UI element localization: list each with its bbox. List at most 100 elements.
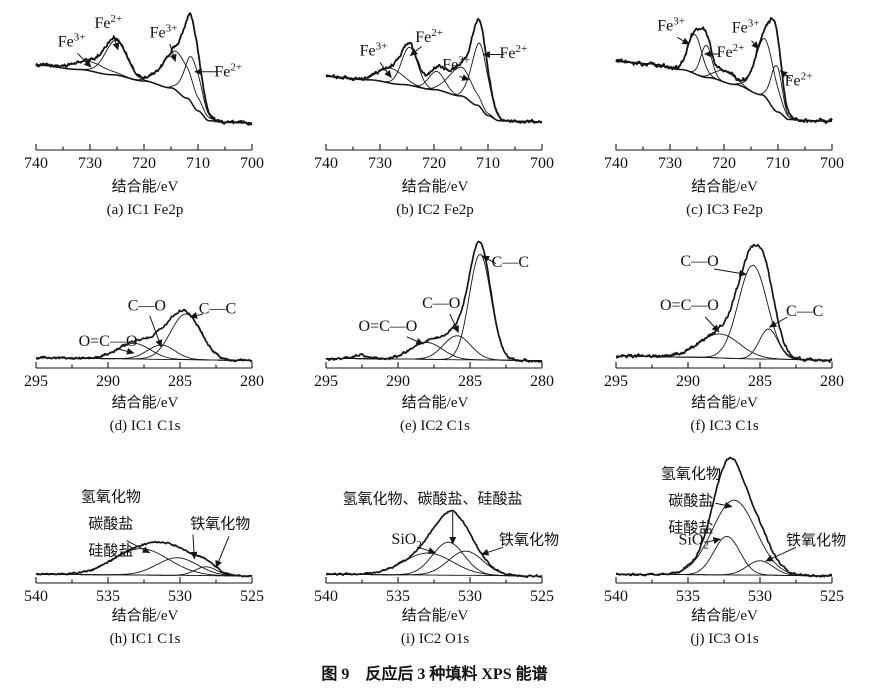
panel-d: 295 290 285 280 C—O O=C—O C—C 结合能/eV (d) IC1 C1s — [0, 235, 290, 437]
peak-annotation: O=C—O — [660, 297, 720, 333]
x-tick-label: 710 — [766, 155, 790, 172]
annotation-label: 氢氧化物碳酸盐硅酸盐 — [81, 489, 141, 560]
annotation-arrow — [459, 74, 470, 81]
spectrum-plot-c: 740 730 720 710 700 Fe3+ Fe2+ Fe3+ Fe2+ — [604, 15, 844, 172]
x-tick-label: 290 — [676, 373, 700, 390]
figure-caption: 图 9 反应后 3 种填料 XPS 能谱 — [321, 666, 548, 683]
x-tick-label: 535 — [676, 588, 700, 605]
panel-caption-f: (f) IC3 C1s — [690, 418, 759, 434]
annotation-label: C—O — [128, 297, 166, 314]
peak-annotation: C—O — [128, 297, 166, 348]
axis-label-c: 结合能/eV — [691, 179, 758, 195]
peak-annotation: Fe2+ — [779, 70, 813, 90]
annotation-label: Fe2+ — [500, 43, 528, 62]
x-tick-label: 700 — [240, 155, 264, 172]
peak-annotation: Fe2+ — [409, 27, 443, 57]
x-axis: 740 730 720 710 700 — [604, 144, 844, 172]
annotation-arrow — [409, 46, 422, 57]
annotation-arrow — [418, 546, 436, 555]
envelope-curve — [325, 240, 543, 363]
peak-annotation: 氢氧化物碳酸盐硅酸盐 — [661, 466, 733, 537]
annotation-label: C—O — [680, 253, 718, 270]
x-axis: 540 535 530 525 — [604, 577, 844, 605]
spectrum-plot-h: 540 535 530 525 氢氧化物碳酸盐硅酸盐 铁氧化物 — [24, 489, 264, 605]
envelope-curve — [325, 509, 543, 579]
spectrum-plot-a: 740 730 720 710 700 Fe3+ Fe2+ Fe3+ Fe2+ — [24, 12, 264, 172]
annotation-arrow — [751, 40, 759, 50]
peak-annotation: 铁氧化物 — [765, 532, 846, 562]
annotation-arrow — [715, 501, 733, 509]
annotation-label: Fe2+ — [95, 13, 123, 32]
x-tick-label: 535 — [386, 588, 410, 605]
x-tick-label: 295 — [604, 373, 628, 390]
annotation-label: 铁氧化物 — [499, 532, 559, 549]
annotation-label: C—C — [199, 300, 236, 317]
component-curve — [326, 66, 542, 123]
annotation-label: Fe3+ — [657, 15, 685, 34]
x-tick-label: 720 — [422, 155, 446, 172]
annotation-label: Fe3+ — [58, 32, 86, 51]
spectrum-plot-i: 540 535 530 525 氢氧化物、碳酸盐、硅酸盐 SiO2 铁氧化物 — [314, 490, 559, 605]
x-tick-label: 710 — [476, 155, 500, 172]
x-tick-label: 540 — [24, 588, 48, 605]
component-curve — [326, 552, 542, 577]
panel-caption-h: (h) IC1 C1s — [109, 631, 181, 647]
annotation-label: Fe2+ — [214, 61, 242, 80]
figure-grid: 740 730 720 710 700 Fe3+ Fe2+ Fe3+ Fe2+ 结合能/eV (a)… — [0, 2, 869, 650]
annotation-arrow — [704, 316, 720, 333]
annotation-label: SiO2 — [391, 531, 421, 551]
x-tick-label: 295 — [24, 373, 48, 390]
annotation-label: SiO2 — [679, 532, 709, 552]
annotation-arrow — [149, 315, 163, 348]
peak-annotation: Fe3+ — [360, 41, 392, 78]
x-axis: 295 290 285 280 — [24, 362, 264, 390]
annotation-arrow — [768, 316, 788, 328]
envelope-curve — [615, 243, 833, 363]
annotation-label: C—C — [786, 303, 823, 320]
axis-label-d: 结合能/eV — [111, 395, 179, 411]
annotation-label: O=C—O — [79, 333, 138, 350]
component-curve — [36, 566, 252, 577]
x-tick-label: 295 — [314, 373, 338, 390]
annotation-arrow — [169, 44, 177, 62]
annotation-label: 氢氧化物碳酸盐硅酸盐 — [661, 466, 721, 537]
x-tick-label: 530 — [748, 588, 772, 605]
annotation-label: O=C—O — [660, 297, 719, 314]
annotation-arrow — [112, 34, 120, 51]
x-axis: 740 730 720 710 700 — [24, 144, 264, 172]
panel-caption-a: (a) IC1 Fe2p — [106, 202, 184, 218]
x-tick-label: 280 — [240, 373, 264, 390]
annotation-arrow — [215, 536, 230, 569]
annotation-arrow — [713, 268, 747, 277]
x-tick-label: 700 — [530, 155, 554, 172]
x-tick-label: 700 — [820, 155, 844, 172]
x-tick-label: 740 — [604, 155, 628, 172]
peak-annotation: Fe3+ — [657, 15, 690, 45]
x-tick-label: 535 — [96, 588, 120, 605]
peak-annotation: SiO2 — [391, 531, 436, 555]
annotation-arrow — [449, 313, 459, 334]
annotation-label: Fe2+ — [785, 71, 813, 90]
annotation-arrow — [379, 62, 392, 78]
peak-annotation: C—O — [680, 253, 747, 277]
peak-annotation: Fe3+ — [58, 32, 92, 68]
panel-caption-i: (i) IC2 O1s — [400, 631, 470, 647]
x-tick-label: 730 — [658, 155, 682, 172]
component-curve — [326, 550, 542, 577]
spectrum-plot-f: 295 290 285 280 C—O O=C—O C—C — [604, 243, 844, 390]
x-tick-label: 290 — [96, 373, 120, 390]
annotation-arrow — [705, 537, 721, 544]
spectrum-plot-b: 740 730 720 710 700 Fe3+ Fe2+ Fe3+ Fe2+ — [314, 17, 554, 172]
axis-label-h: 结合能/eV — [111, 608, 179, 624]
annotation-arrow — [190, 534, 198, 560]
component-curve — [326, 335, 542, 362]
panel-e: 295 290 285 280 C—C C—O O=C—O 结合能/eV (e) IC2 C1s — [290, 235, 580, 437]
x-tick-label: 530 — [458, 588, 482, 605]
x-axis: 740 730 720 710 700 — [314, 144, 554, 172]
peak-annotation: C—C — [189, 300, 236, 319]
peak-annotation: Fe2+ — [194, 61, 242, 80]
panel-a: 740 730 720 710 700 Fe3+ Fe2+ Fe3+ Fe2+ 结合能/eV (a)… — [0, 2, 290, 221]
panel-caption-c: (c) IC3 Fe2p — [686, 202, 763, 218]
annotation-label: 铁氧化物 — [786, 532, 846, 549]
